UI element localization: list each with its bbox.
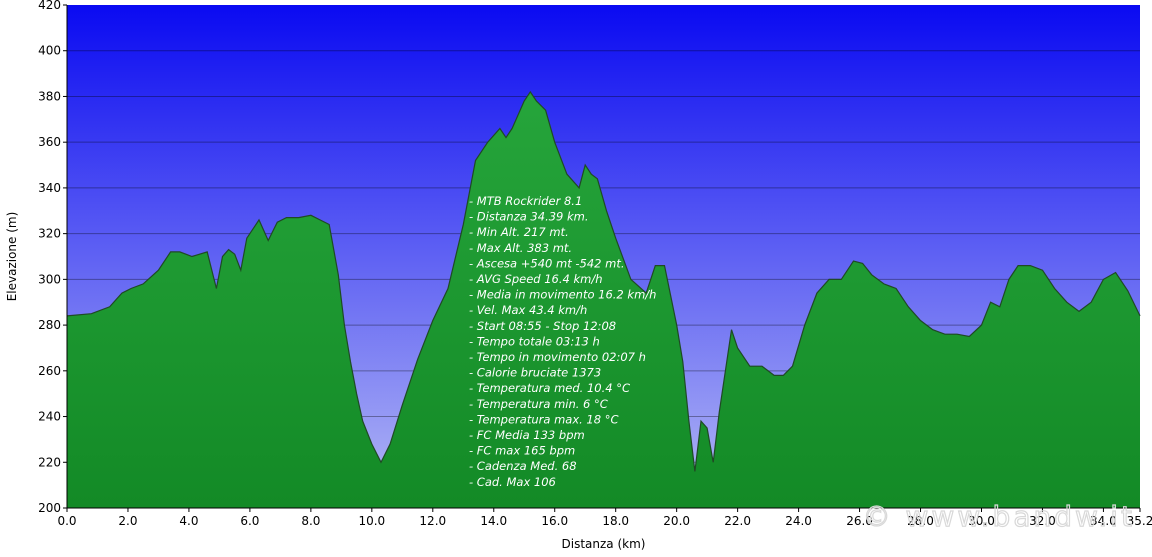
ride-info-line: - FC Media 133 bpm — [469, 428, 585, 442]
x-tick-label: 20.0 — [663, 514, 690, 528]
ride-info-line: - Tempo totale 03:13 h — [469, 334, 600, 348]
x-tick-label: 16.0 — [541, 514, 568, 528]
y-tick-label: 220 — [38, 455, 61, 469]
ride-info-line: - Temperatura max. 18 °C — [469, 412, 619, 426]
ride-info-line: - Temperatura med. 10.4 °C — [469, 381, 630, 395]
ride-info-line: - Distanza 34.39 km. — [469, 210, 589, 224]
x-axis-ticks: 0.0 2.0 4.0 6.0 8.0 10.0 12.0 14.0 16.0 18.0 20.0 2… — [57, 508, 1152, 528]
x-tick-label: 30.0 — [968, 514, 995, 528]
x-tick-label: 0.0 — [57, 514, 76, 528]
y-axis-title: Elevazione (m) — [5, 212, 19, 302]
ride-info-line: - Ascesa +540 mt -542 mt. — [469, 256, 625, 270]
x-tick-label: 12.0 — [419, 514, 446, 528]
y-axis-ticks: 200 220 240 260 280 300 320 340 360 380 400 420 — [38, 0, 67, 515]
ride-info-line: - Cad. Max 106 — [469, 475, 556, 489]
ride-info-line: - Tempo in movimento 02:07 h — [469, 350, 646, 364]
ride-info-line: - Min Alt. 217 mt. — [469, 225, 569, 239]
y-tick-label: 360 — [38, 135, 61, 149]
y-tick-label: 280 — [38, 318, 61, 332]
ride-info-line: - FC max 165 bpm — [469, 444, 575, 458]
ride-info-line: - Max Alt. 383 mt. — [469, 241, 572, 255]
ride-info-line: - AVG Speed 16.4 km/h — [469, 272, 603, 286]
y-tick-label: 340 — [38, 181, 61, 195]
x-tick-label: 8.0 — [301, 514, 320, 528]
y-tick-label: 200 — [38, 501, 61, 515]
y-tick-label: 300 — [38, 272, 61, 286]
x-tick-label: 28.0 — [907, 514, 934, 528]
watermark: © www.bandw.it — [863, 500, 1135, 533]
x-tick-label: 6.0 — [240, 514, 259, 528]
ride-info-line: - Cadenza Med. 68 — [469, 459, 577, 473]
x-tick-label: 14.0 — [480, 514, 507, 528]
y-tick-label: 240 — [38, 410, 61, 424]
y-tick-label: 420 — [38, 0, 61, 12]
x-tick-label: 26.0 — [846, 514, 873, 528]
elevation-line — [66, 90, 1141, 472]
x-tick-label: 24.0 — [785, 514, 812, 528]
ride-info-line: - Calorie bruciate 1373 — [469, 366, 601, 380]
x-tick-label: 2.0 — [118, 514, 137, 528]
elevation-area — [67, 91, 1140, 509]
x-tick-label: 18.0 — [602, 514, 629, 528]
ride-info-line: - Media in movimento 16.2 km/h — [469, 288, 656, 302]
x-axis-title: Distanza (km) — [562, 537, 646, 551]
ride-info-line: - Temperatura min. 6 °C — [469, 397, 608, 411]
ride-info-box: - MTB Rockrider 8.1- Distanza 34.39 km.-… — [469, 194, 656, 489]
x-tick-label: 34.0 — [1090, 514, 1117, 528]
x-tick-label: 10.0 — [358, 514, 385, 528]
ride-info-line: - Vel. Max 43.4 km/h — [469, 303, 587, 317]
x-tick-label: 32.0 — [1029, 514, 1056, 528]
y-tick-label: 320 — [38, 227, 61, 241]
x-tick-label: 22.0 — [724, 514, 751, 528]
y-tick-label: 260 — [38, 364, 61, 378]
ride-info-line: - Start 08:55 - Stop 12:08 — [469, 319, 616, 333]
y-tick-label: 380 — [38, 89, 61, 103]
y-tick-label: 400 — [38, 44, 61, 58]
x-tick-label: 4.0 — [179, 514, 198, 528]
ride-info-line: - MTB Rockrider 8.1 — [469, 194, 582, 208]
x-tick-label: 35.2 — [1127, 514, 1152, 528]
